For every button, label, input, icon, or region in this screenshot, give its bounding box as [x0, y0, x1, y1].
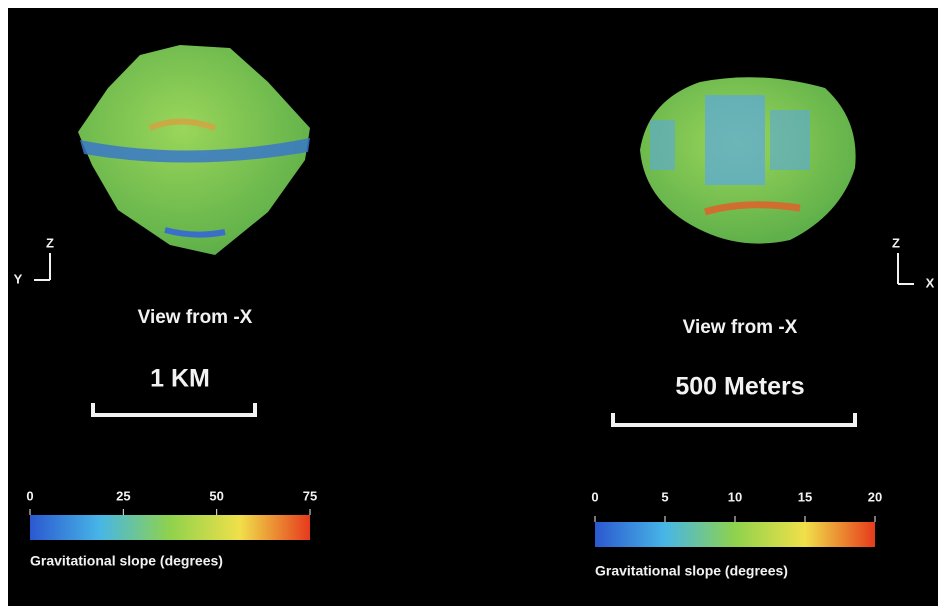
colorbar-tick-label: 75 — [303, 488, 317, 503]
colorbar-tick-label: 50 — [209, 488, 223, 503]
colorbar-tick-label: 15 — [798, 489, 812, 504]
axis-side-label: X — [926, 275, 935, 290]
colorbar — [30, 515, 310, 540]
axis-up-label: Z — [46, 235, 54, 250]
colorbar — [595, 522, 875, 547]
axis-up-label: Z — [892, 235, 900, 250]
colorbar-tick-label: 10 — [728, 489, 742, 504]
scale-label: 500 Meters — [675, 373, 804, 401]
colorbar-tick-label: 0 — [591, 489, 598, 504]
colorbar-tick-label: 0 — [26, 488, 33, 503]
axis-side-label: Y — [14, 271, 23, 286]
colorbar-tick-label: 20 — [868, 489, 882, 504]
page: {"panels": [ {"axes": {"up": "Z", "side"… — [0, 0, 944, 614]
view-label: View from -X — [138, 307, 253, 328]
colorbar-tick-label: 5 — [661, 489, 668, 504]
colorbar-tick-label: 25 — [116, 488, 130, 503]
colorbar-label: Gravitational slope (degrees) — [30, 553, 223, 569]
scale-label: 1 KM — [150, 365, 210, 393]
figure: ZYView from -X1 KM0255075Gravitational s… — [0, 0, 944, 614]
colorbar-label: Gravitational slope (degrees) — [595, 563, 788, 579]
view-label: View from -X — [683, 317, 798, 338]
